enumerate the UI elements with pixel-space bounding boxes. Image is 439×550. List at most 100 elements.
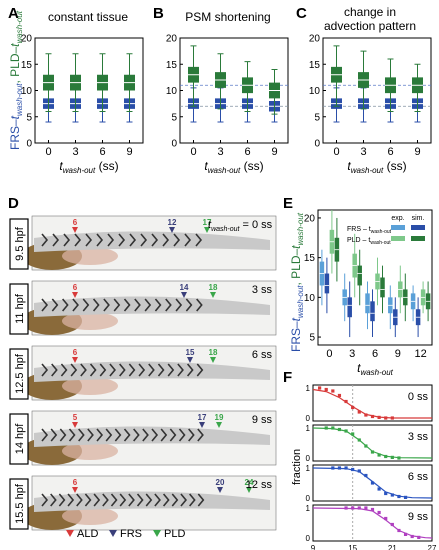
- f-ytick: 1: [306, 424, 311, 433]
- somite: [151, 233, 159, 247]
- f-point: [344, 466, 348, 470]
- f-xtick: 27: [428, 544, 437, 550]
- f-subplot: 1 0 9 ss: [306, 504, 433, 543]
- somite: [196, 363, 204, 377]
- ytick-label: 10: [304, 293, 316, 304]
- yolk-extension: [62, 312, 118, 330]
- f-frame: [312, 384, 433, 422]
- f-subplot: 1 0 0 ss: [306, 384, 433, 423]
- marker-number-pld: 17: [203, 218, 212, 227]
- somite: [162, 233, 170, 247]
- somite: [67, 493, 75, 507]
- somite: [70, 363, 78, 377]
- marker-number-ald: 6: [73, 218, 78, 227]
- marker-triangle-frs: [169, 227, 175, 233]
- somite: [60, 363, 68, 377]
- xtick-label: 0: [190, 146, 196, 158]
- f-point: [351, 432, 355, 436]
- ytick-label: 20: [309, 34, 321, 45]
- somite: [173, 233, 181, 247]
- f-point: [390, 416, 394, 420]
- somite: [195, 233, 203, 247]
- marker-triangle-pld: [210, 292, 216, 298]
- xtick-label: 3: [360, 146, 366, 158]
- marker-number-ald: 6: [73, 478, 78, 487]
- marker-triangle-frs: [199, 422, 205, 428]
- marker-triangle-pld: [204, 227, 210, 233]
- embryo-row: 12.5 hpf 6 15 18 6 ss: [9, 345, 277, 401]
- ytick-label: 20: [304, 213, 316, 224]
- ytick-label: 10: [21, 86, 33, 97]
- somite: [123, 298, 131, 312]
- somite: [145, 493, 153, 507]
- f-point: [384, 454, 388, 459]
- ytick-label: 5: [26, 112, 32, 123]
- hpf-label: 15.5 hpf: [14, 483, 26, 524]
- f-point: [397, 494, 401, 499]
- somite: [82, 298, 90, 312]
- somite: [92, 298, 100, 312]
- title-c-line2: advection pattern: [324, 19, 416, 33]
- marker-triangle-pld: [216, 422, 222, 428]
- legend-triangle-ald: [66, 530, 74, 537]
- f-subplot: 1 0 6 ss: [306, 464, 433, 503]
- f-point: [397, 528, 401, 533]
- somite: [188, 428, 195, 442]
- f-point: [410, 534, 414, 539]
- f-point: [403, 495, 408, 499]
- somite: [154, 298, 162, 312]
- somite: [74, 233, 82, 247]
- somite: [41, 493, 49, 507]
- f-point: [351, 506, 355, 510]
- legend-swatch: [391, 236, 405, 241]
- ytick-label: 10: [166, 86, 178, 97]
- marker-triangle-ald: [72, 357, 78, 363]
- f-point: [377, 415, 381, 419]
- legend-sim: sim.: [412, 215, 425, 222]
- marker-number-frs: 12: [168, 218, 177, 227]
- marker-number-pld: 24: [245, 478, 254, 487]
- f-point: [370, 507, 375, 512]
- marker-triangle-frs: [217, 487, 223, 493]
- f-point: [324, 426, 328, 430]
- marker-triangle-frs: [187, 357, 193, 363]
- ytick-label: 0: [26, 139, 32, 150]
- somite: [184, 233, 192, 247]
- xtick-label: 0: [333, 146, 339, 158]
- f-point: [337, 427, 342, 432]
- somite: [51, 298, 59, 312]
- somite: [99, 363, 107, 377]
- somite: [96, 428, 104, 442]
- marker-number-frs: 20: [216, 478, 225, 487]
- f-ytick: 0: [306, 534, 311, 543]
- e-legend: exp. sim. FRS – twash-out PLD – twash-out: [347, 215, 425, 246]
- f-frame: [312, 464, 433, 502]
- marker-triangle-ald: [72, 422, 78, 428]
- somite: [63, 233, 71, 247]
- f-point: [390, 493, 394, 497]
- f-frame: [312, 424, 433, 462]
- f-point: [364, 444, 368, 448]
- somite: [157, 363, 165, 377]
- f-curve: [312, 467, 433, 499]
- f-point: [324, 387, 328, 392]
- marker-triangle-ald: [72, 292, 78, 298]
- panel-letter-e: E: [283, 195, 293, 212]
- box: [324, 273, 330, 294]
- somite: [119, 493, 127, 507]
- time-label: 6 ss: [252, 349, 273, 361]
- somite: [78, 428, 85, 442]
- somite: [167, 363, 175, 377]
- f-panel-label: 0 ss: [408, 391, 429, 403]
- f-point: [337, 466, 342, 470]
- somite: [169, 428, 177, 442]
- marker-triangle-pld: [246, 487, 252, 493]
- embryo-body: [34, 426, 270, 447]
- marker-number-ald: 5: [73, 413, 78, 422]
- hpf-box: [9, 348, 29, 400]
- f-ytick: 0: [306, 414, 311, 423]
- xlabel: twash-out (ss): [204, 159, 263, 175]
- somite: [62, 298, 69, 312]
